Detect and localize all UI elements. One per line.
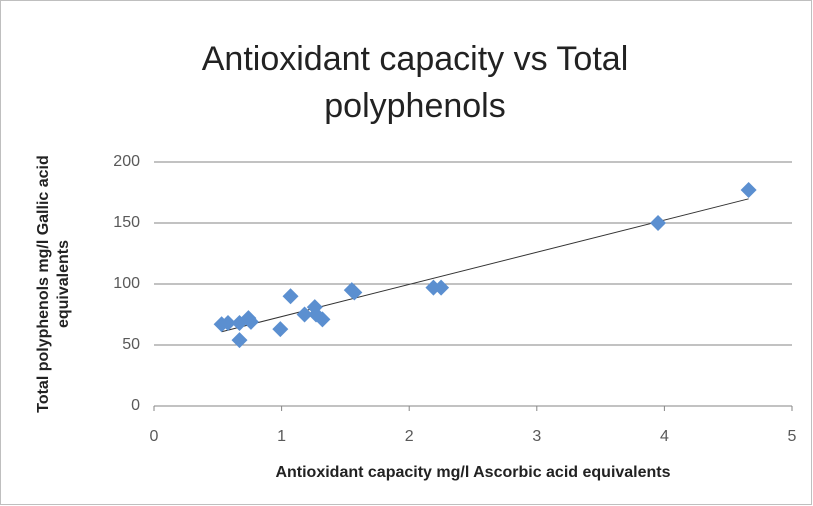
point bbox=[272, 321, 289, 338]
point bbox=[220, 315, 237, 332]
point bbox=[242, 313, 259, 330]
chart-title: Antioxidant capacity vs Total bbox=[202, 40, 629, 78]
point bbox=[231, 332, 248, 349]
point bbox=[740, 182, 757, 199]
point bbox=[650, 215, 667, 231]
y-tick-label: 150 bbox=[113, 214, 140, 231]
y-tick-label: 0 bbox=[131, 397, 140, 414]
x-tick-label: 4 bbox=[660, 428, 669, 445]
x-tick-label: 5 bbox=[788, 428, 797, 445]
y-axis-label: Total polyphenols mg/l Gallic acid bbox=[35, 155, 52, 413]
x-axis-label: Antioxidant capacity mg/l Ascorbic acid … bbox=[275, 464, 670, 481]
x-tick-label: 0 bbox=[150, 428, 159, 445]
point bbox=[314, 311, 331, 328]
y-tick-label: 50 bbox=[122, 336, 140, 353]
x-tick-label: 2 bbox=[405, 428, 414, 445]
y-tick-label: 200 bbox=[113, 153, 140, 170]
y-axis-label-group: Total polyphenols mg/l Gallic acid equiv… bbox=[35, 155, 72, 413]
chart-title: polyphenols bbox=[324, 87, 505, 125]
point bbox=[282, 288, 299, 305]
point bbox=[346, 284, 363, 301]
x-tick-label: 3 bbox=[532, 428, 541, 445]
y-axis-label: equivalents bbox=[55, 240, 72, 328]
y-tick-label: 100 bbox=[113, 275, 140, 292]
point bbox=[296, 306, 313, 323]
point bbox=[433, 279, 450, 296]
x-tick-label: 1 bbox=[277, 428, 286, 445]
